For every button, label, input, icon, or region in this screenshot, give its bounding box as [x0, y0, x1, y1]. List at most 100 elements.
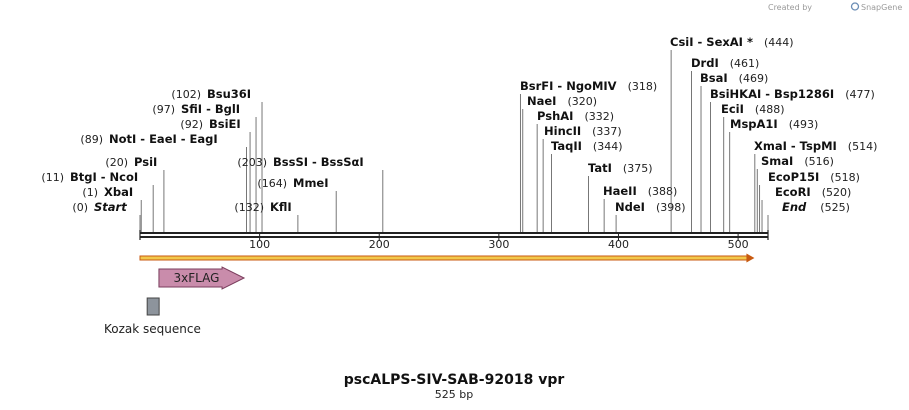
site-position: (461) [730, 57, 760, 70]
site-position: (0) [72, 201, 88, 214]
site-name[interactable]: PshAI [537, 109, 573, 123]
orf-bar[interactable] [139, 255, 749, 261]
site-name[interactable]: HaeII [603, 184, 637, 198]
site-position: (514) [848, 140, 878, 153]
site-name[interactable]: SfiI - BglI [181, 102, 240, 116]
map-title: pscALPS-SIV-SAB-92018 vpr [344, 372, 565, 388]
credit-brand: SnapGene [861, 3, 902, 12]
site-3[interactable]: (20) PsiI [105, 155, 165, 233]
site-13[interactable]: PshAI (332) [536, 109, 614, 233]
site-7[interactable]: (102) Bsu36I [171, 87, 263, 233]
site-name[interactable]: CsiI - SexAI * [670, 35, 753, 49]
feature-kozak[interactable]: Kozak sequence [104, 297, 201, 336]
site-name[interactable]: XmaI - TspMI [754, 139, 837, 153]
site-position: (332) [584, 110, 614, 123]
snapgene-credit: Created by SnapGene [768, 2, 902, 12]
site-19[interactable]: CsiI - SexAI * (444) [670, 35, 794, 233]
site-position: (525) [820, 201, 850, 214]
site-17[interactable]: HaeII (388) [603, 184, 677, 233]
site-26[interactable]: SmaI (516) [756, 154, 834, 233]
site-name[interactable]: End [782, 200, 807, 214]
site-27[interactable]: EcoP15I (518) [759, 170, 860, 233]
site-14[interactable]: HincII (337) [542, 124, 622, 233]
site-position: (488) [755, 103, 785, 116]
site-28[interactable]: EcoRI (520) [761, 185, 852, 233]
map-length: 525 bp [435, 388, 473, 401]
site-25[interactable]: XmaI - TspMI (514) [754, 139, 877, 233]
feature-3xflag-arrow[interactable] [158, 266, 246, 290]
site-name[interactable]: BsiEI [209, 117, 241, 131]
sequence-backbone [139, 230, 769, 240]
site-position: (89) [80, 133, 103, 146]
site-name[interactable]: NaeI [527, 94, 556, 108]
site-29[interactable]: End (525) [767, 200, 850, 233]
site-name[interactable]: TatI [588, 161, 612, 175]
site-name[interactable]: Bsu36I [207, 87, 251, 101]
feature-3xflag-label: 3xFLAG [174, 271, 220, 285]
site-position: (444) [764, 36, 794, 49]
site-name[interactable]: HincII [544, 124, 581, 138]
site-position: (477) [845, 88, 875, 101]
site-8[interactable]: (132) KflI [234, 200, 299, 233]
site-name[interactable]: EcoP15I [768, 170, 819, 184]
site-name[interactable]: NdeI [615, 200, 645, 214]
site-position: (132) [234, 201, 264, 214]
site-22[interactable]: BsiHKAI - Bsp1286I (477) [710, 87, 875, 233]
site-6[interactable]: (97) SfiI - BglI [152, 102, 257, 233]
site-position: (516) [804, 155, 834, 168]
site-position: (320) [567, 95, 597, 108]
tick-label: 300 [488, 238, 509, 251]
site-5[interactable]: (92) BsiEI [180, 117, 251, 233]
site-11[interactable]: BsrFI - NgoMIV (318) [519, 79, 658, 233]
site-name[interactable]: NotI - EaeI - EagI [109, 132, 218, 146]
site-9[interactable]: (164) MmeI [257, 176, 337, 233]
ruler-ticks: 100 200 300 400 500 [249, 233, 749, 251]
site-18[interactable]: NdeI (398) [615, 200, 686, 233]
site-name[interactable]: EcoRI [775, 185, 811, 199]
site-name[interactable]: Start [94, 200, 127, 214]
site-name[interactable]: BssSI - BssSαI [273, 155, 364, 169]
site-name[interactable]: BtgI - NcoI [70, 170, 138, 184]
site-name[interactable]: MspA1I [730, 117, 778, 131]
site-position: (520) [822, 186, 852, 199]
site-name[interactable]: PsiI [134, 155, 157, 169]
site-name[interactable]: DrdI [691, 56, 719, 70]
site-24[interactable]: MspA1I (493) [729, 117, 819, 233]
site-name[interactable]: SmaI [761, 154, 793, 168]
site-name[interactable]: BsrFI - NgoMIV [520, 79, 617, 93]
site-position: (20) [105, 156, 128, 169]
site-position: (337) [592, 125, 622, 138]
site-name[interactable]: TaqII [551, 139, 582, 153]
site-21[interactable]: BsaI (469) [700, 71, 768, 233]
site-position: (469) [739, 72, 769, 85]
feature-kozak-label: Kozak sequence [104, 322, 201, 336]
site-name[interactable]: XbaI [104, 185, 133, 199]
site-position: (102) [171, 88, 201, 101]
site-name[interactable]: BsiHKAI - Bsp1286I [710, 87, 834, 101]
orf-arrow[interactable] [139, 253, 755, 263]
site-1[interactable]: (1) XbaI [82, 185, 142, 233]
site-name[interactable]: MmeI [293, 176, 329, 190]
site-name[interactable]: EciI [721, 102, 744, 116]
credit-prefix: Created by [768, 3, 812, 12]
snapgene-logo-icon [850, 2, 860, 11]
site-12[interactable]: NaeI (320) [522, 94, 597, 233]
site-10[interactable]: (203) BssSI - BssSαI [237, 155, 384, 233]
site-15[interactable]: TaqII (344) [551, 139, 623, 233]
site-20[interactable]: DrdI (461) [691, 56, 759, 233]
feature-kozak-box[interactable] [146, 297, 160, 316]
site-2[interactable]: (11) BtgI - NcoI [41, 170, 154, 233]
site-position: (375) [623, 162, 653, 175]
site-4[interactable]: (89) NotI - EaeI - EagI [80, 132, 247, 233]
site-position: (97) [152, 103, 175, 116]
site-name[interactable]: BsaI [700, 71, 728, 85]
site-name[interactable]: KflI [270, 200, 292, 214]
site-position: (1) [82, 186, 98, 199]
tick-label: 500 [728, 238, 749, 251]
site-23[interactable]: EciI (488) [721, 102, 785, 233]
site-16[interactable]: TatI (375) [588, 161, 653, 233]
feature-3xflag[interactable]: 3xFLAG [158, 266, 246, 290]
site-0[interactable]: (0) Start [72, 200, 141, 233]
site-position: (318) [628, 80, 658, 93]
